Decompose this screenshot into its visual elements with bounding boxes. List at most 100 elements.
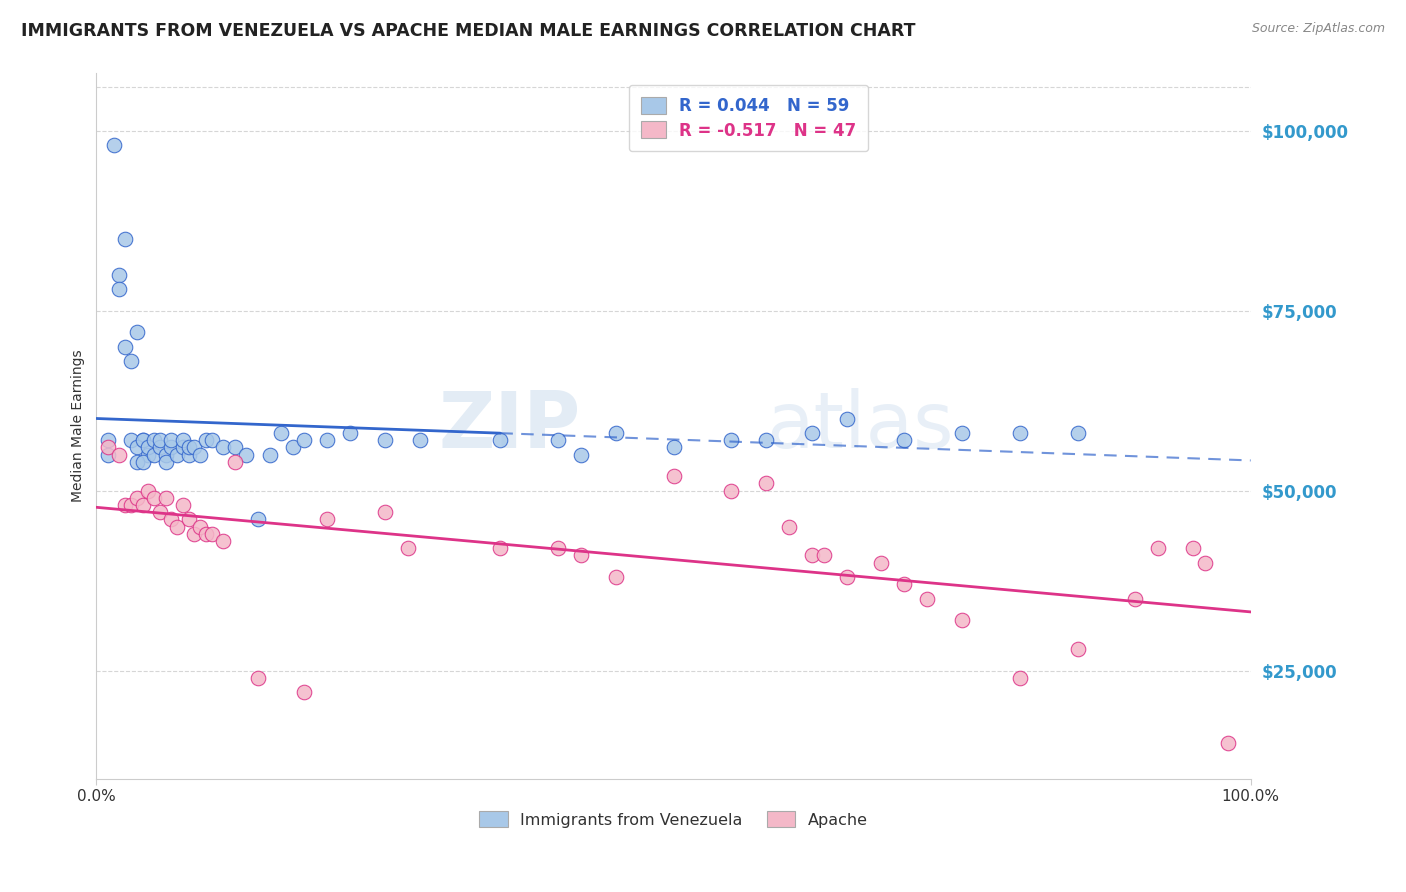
Point bbox=[720, 483, 742, 498]
Point bbox=[489, 541, 512, 556]
Point bbox=[408, 433, 430, 447]
Point bbox=[605, 425, 627, 440]
Text: ZIP: ZIP bbox=[439, 388, 581, 464]
Point bbox=[149, 433, 172, 447]
Point bbox=[166, 519, 188, 533]
Point bbox=[801, 549, 824, 563]
Point bbox=[114, 340, 136, 354]
Point bbox=[755, 476, 778, 491]
Point bbox=[316, 433, 339, 447]
Point bbox=[1216, 735, 1239, 749]
Point bbox=[125, 325, 148, 339]
Text: atlas: atlas bbox=[766, 388, 953, 464]
Point bbox=[131, 498, 153, 512]
Point bbox=[155, 455, 177, 469]
Point bbox=[136, 483, 159, 498]
Point bbox=[1066, 425, 1088, 440]
Point bbox=[547, 433, 569, 447]
Point bbox=[172, 441, 194, 455]
Point bbox=[201, 526, 224, 541]
Point bbox=[246, 512, 269, 526]
Point bbox=[131, 433, 153, 447]
Point bbox=[177, 448, 200, 462]
Point bbox=[143, 433, 166, 447]
Point bbox=[950, 613, 973, 627]
Point bbox=[662, 441, 685, 455]
Point bbox=[720, 433, 742, 447]
Point bbox=[339, 425, 361, 440]
Point bbox=[259, 448, 281, 462]
Point bbox=[224, 441, 246, 455]
Point bbox=[108, 268, 131, 282]
Point bbox=[136, 441, 159, 455]
Point bbox=[835, 411, 858, 425]
Point bbox=[125, 491, 148, 505]
Point bbox=[177, 512, 200, 526]
Point bbox=[893, 433, 915, 447]
Point bbox=[108, 282, 131, 296]
Point bbox=[160, 512, 183, 526]
Point bbox=[281, 441, 304, 455]
Point bbox=[103, 138, 125, 153]
Point bbox=[246, 671, 269, 685]
Point bbox=[569, 448, 592, 462]
Point bbox=[547, 541, 569, 556]
Point bbox=[605, 570, 627, 584]
Point bbox=[108, 448, 131, 462]
Point bbox=[1123, 591, 1146, 606]
Point bbox=[149, 505, 172, 519]
Point bbox=[120, 498, 142, 512]
Point bbox=[1008, 425, 1031, 440]
Point bbox=[1147, 541, 1170, 556]
Point bbox=[801, 425, 824, 440]
Point bbox=[212, 533, 235, 548]
Point bbox=[813, 549, 835, 563]
Point bbox=[131, 433, 153, 447]
Point bbox=[917, 591, 939, 606]
Point bbox=[155, 491, 177, 505]
Point bbox=[212, 441, 235, 455]
Point bbox=[374, 433, 396, 447]
Point bbox=[114, 498, 136, 512]
Point bbox=[778, 519, 800, 533]
Point bbox=[195, 526, 218, 541]
Point bbox=[662, 469, 685, 483]
Point bbox=[160, 433, 183, 447]
Point bbox=[143, 448, 166, 462]
Point bbox=[97, 448, 120, 462]
Point bbox=[396, 541, 419, 556]
Point bbox=[160, 441, 183, 455]
Point bbox=[1181, 541, 1204, 556]
Point bbox=[224, 455, 246, 469]
Text: IMMIGRANTS FROM VENEZUELA VS APACHE MEDIAN MALE EARNINGS CORRELATION CHART: IMMIGRANTS FROM VENEZUELA VS APACHE MEDI… bbox=[21, 22, 915, 40]
Point bbox=[136, 448, 159, 462]
Point bbox=[201, 433, 224, 447]
Point bbox=[835, 570, 858, 584]
Point bbox=[183, 526, 205, 541]
Point bbox=[125, 455, 148, 469]
Point bbox=[172, 433, 194, 447]
Point bbox=[374, 505, 396, 519]
Point bbox=[188, 448, 211, 462]
Point bbox=[125, 441, 148, 455]
Point bbox=[1066, 642, 1088, 657]
Point bbox=[489, 433, 512, 447]
Point bbox=[120, 354, 142, 368]
Point bbox=[755, 433, 778, 447]
Y-axis label: Median Male Earnings: Median Male Earnings bbox=[72, 350, 86, 502]
Point bbox=[183, 441, 205, 455]
Point bbox=[97, 441, 120, 455]
Point bbox=[120, 433, 142, 447]
Point bbox=[143, 491, 166, 505]
Point bbox=[166, 448, 188, 462]
Point bbox=[188, 519, 211, 533]
Point bbox=[195, 433, 218, 447]
Text: Source: ZipAtlas.com: Source: ZipAtlas.com bbox=[1251, 22, 1385, 36]
Point bbox=[235, 448, 257, 462]
Point bbox=[155, 448, 177, 462]
Point bbox=[292, 685, 315, 699]
Legend: Immigrants from Venezuela, Apache: Immigrants from Venezuela, Apache bbox=[472, 805, 875, 834]
Point bbox=[131, 455, 153, 469]
Point bbox=[177, 441, 200, 455]
Point bbox=[270, 425, 292, 440]
